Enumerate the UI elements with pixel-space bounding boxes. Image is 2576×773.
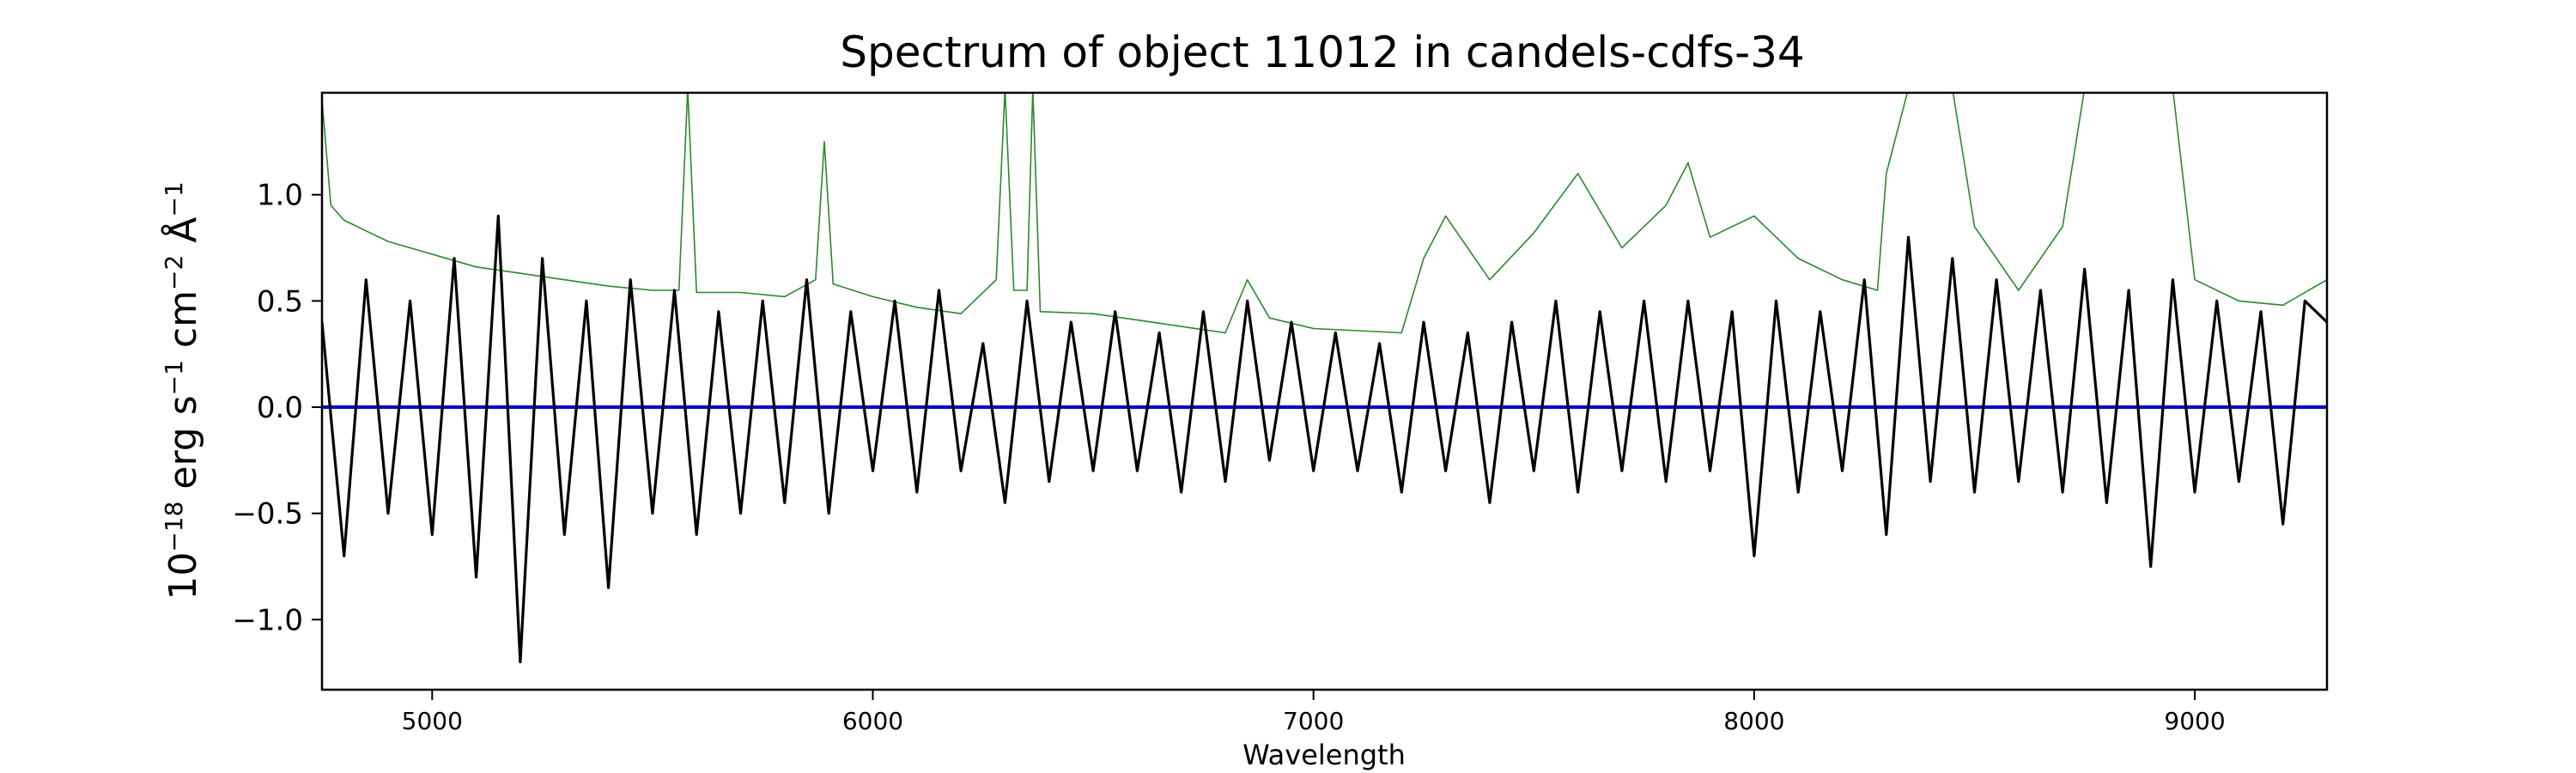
chart-title: Spectrum of object 11012 in candels-cdfs… [840,27,1805,77]
y-label-unit1-exp: −1 [160,360,188,395]
y-label-base: 10 [161,552,205,600]
series-layer [322,93,2327,664]
x-tick-label: 6000 [842,707,903,735]
series-flux-line [322,214,2327,664]
plot-area [320,91,2329,691]
y-label-unit3: Å [160,217,205,243]
y-tick-label: 1.0 [257,179,303,213]
x-tick-label: 5000 [402,707,463,735]
x-axis: 5000 6000 7000 8000 9000 [402,690,2226,735]
y-axis: −1.0 −0.5 0.0 0.5 1.0 [232,179,322,637]
x-tick-label: 9000 [2164,707,2225,735]
x-axis-label: Wavelength [1242,739,1406,771]
y-axis-label: 10−18 erg s−1 cm−2 Å−1 [160,181,205,600]
x-tick-label: 7000 [1283,707,1344,735]
y-tick-label: 0.0 [257,391,303,425]
y-label-unit2: cm [161,290,205,348]
y-label-unit2-exp: −2 [160,255,188,290]
y-tick-label: 0.5 [257,284,303,319]
x-tick-label: 8000 [1723,707,1784,735]
plot-frame [320,91,2329,691]
y-tick-label: −0.5 [232,497,303,532]
y-label-unit3-exp: −1 [160,181,188,216]
y-label-unit1: erg s [161,395,205,489]
y-tick-label: −1.0 [232,603,303,637]
y-label-exp: −18 [160,502,188,552]
